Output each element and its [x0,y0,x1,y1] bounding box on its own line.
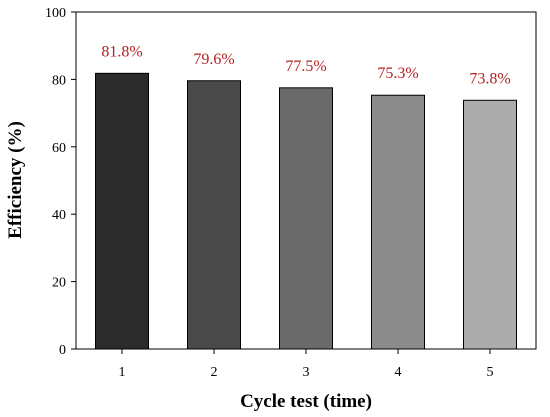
x-tick-label-4: 4 [395,365,402,380]
x-tick-label-1: 1 [119,365,126,380]
x-tick-label-5: 5 [487,365,494,380]
y-axis-title: Efficiency (%) [5,121,26,239]
bar-3 [279,87,333,350]
y-ticks-group: 0 20 40 60 80 100 [45,6,76,358]
bar-2 [187,80,241,350]
bar-4 [371,94,425,350]
data-label-4: 75.3% [377,65,418,82]
y-tick-label-100: 100 [45,6,66,21]
bars-group [95,72,517,350]
x-tick-label-2: 2 [211,365,218,380]
bar-1 [95,72,149,350]
bar-5 [463,99,517,350]
x-ticks-group: 1 2 3 4 5 [119,349,494,380]
y-tick-label-0: 0 [59,343,66,358]
data-label-2: 79.6% [193,51,234,68]
y-tick-label-60: 60 [52,141,66,156]
y-tick-label-80: 80 [52,73,66,88]
data-label-5: 73.8% [469,70,510,87]
data-labels-group: 81.8% 79.6% 77.5% 75.3% 73.8% [101,43,510,87]
x-axis-title: Cycle test (time) [240,391,372,412]
data-label-3: 77.5% [285,58,326,75]
y-tick-label-20: 20 [52,276,66,291]
x-tick-label-3: 3 [303,365,310,380]
y-tick-label-40: 40 [52,208,66,223]
data-label-1: 81.8% [101,43,142,60]
